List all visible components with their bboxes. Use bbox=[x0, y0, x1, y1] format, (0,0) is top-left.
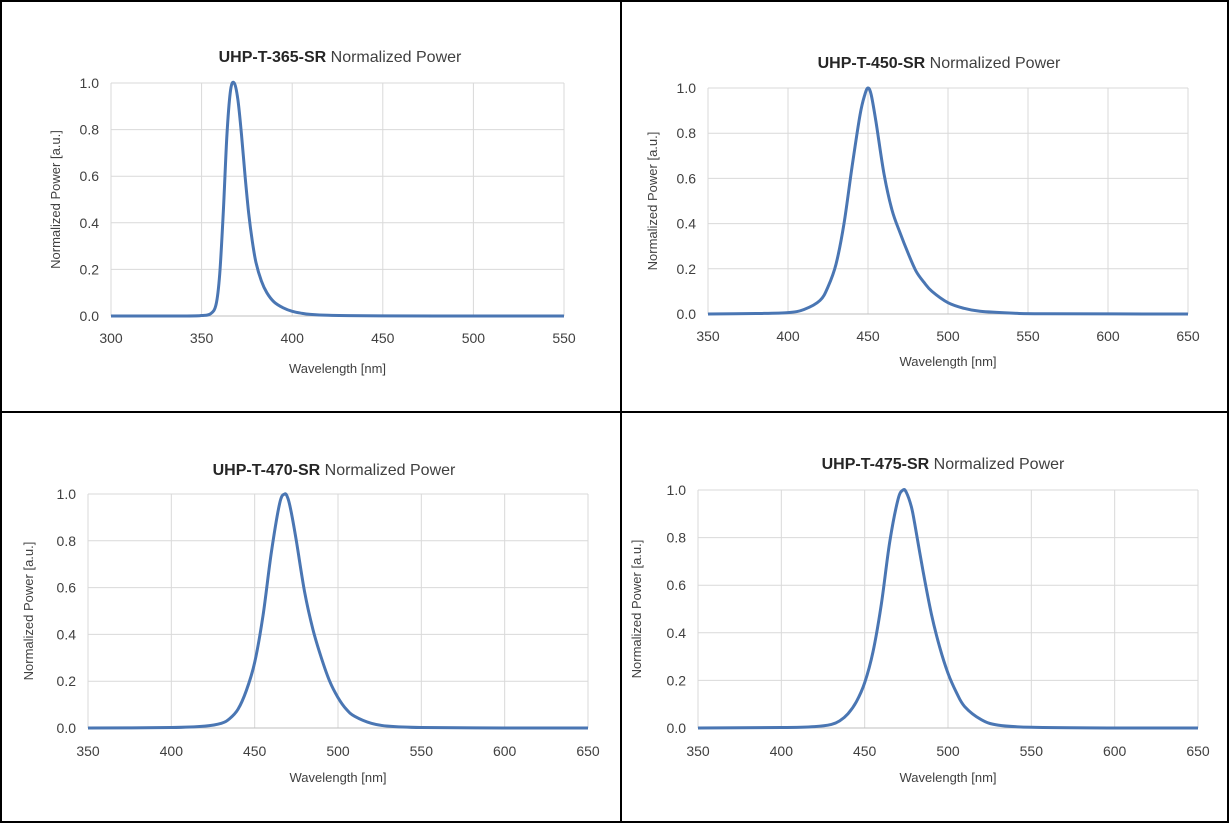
y-tick-label: 0.6 bbox=[677, 170, 697, 186]
table-border-bottom bbox=[0, 821, 1229, 823]
y-tick-label: 0.0 bbox=[57, 720, 77, 736]
chart-svg: UHP-T-470-SR Normalized Power 350 400 450 50… bbox=[21, 462, 600, 785]
table-border-right bbox=[1227, 0, 1229, 823]
chart-title-rest: Normalized Power bbox=[320, 462, 456, 479]
x-tick-label: 350 bbox=[190, 330, 214, 346]
chart-title-bold: UHP-T-450-SR bbox=[818, 55, 926, 72]
y-axis-label: Normalized Power [a.u.] bbox=[645, 132, 660, 271]
x-tick-label: 350 bbox=[76, 743, 100, 759]
y-tick-label: 0.2 bbox=[667, 672, 687, 688]
y-tick-label: 0.0 bbox=[80, 308, 100, 324]
table-border-middle bbox=[0, 411, 1229, 413]
series-line bbox=[707, 86, 1189, 316]
table-border-left bbox=[0, 0, 2, 823]
y-tick-label: 1.0 bbox=[57, 486, 77, 502]
chart-title: UHP-T-470-SR Normalized Power bbox=[213, 462, 456, 479]
chart-title-bold: UHP-T-475-SR bbox=[822, 456, 930, 473]
series-line bbox=[697, 487, 1199, 730]
y-tick-label: 0.6 bbox=[667, 577, 687, 593]
chart-title-rest: Normalized Power bbox=[925, 55, 1061, 72]
table-border-top bbox=[0, 0, 1229, 2]
x-tick-label: 600 bbox=[1103, 743, 1127, 759]
x-tick-label: 400 bbox=[776, 328, 800, 344]
x-tick-label: 450 bbox=[371, 330, 395, 346]
series-line bbox=[110, 80, 565, 318]
y-tick-label: 0.8 bbox=[57, 533, 77, 549]
series-line bbox=[87, 492, 589, 730]
y-tick-label: 0.6 bbox=[80, 168, 100, 184]
x-axis-label: Wavelength [nm] bbox=[289, 770, 386, 785]
x-tick-label: 400 bbox=[160, 743, 184, 759]
y-tick-label: 0.4 bbox=[667, 625, 687, 641]
y-tick-label: 0.8 bbox=[667, 530, 687, 546]
y-tick-label: 1.0 bbox=[667, 482, 687, 498]
y-tick-label: 1.0 bbox=[677, 80, 697, 96]
x-tick-label: 500 bbox=[936, 328, 960, 344]
chart-title: UHP-T-475-SR Normalized Power bbox=[822, 456, 1065, 473]
x-axis-label: Wavelength [nm] bbox=[289, 361, 386, 376]
y-axis-label: Normalized Power [a.u.] bbox=[48, 130, 63, 269]
x-tick-label: 550 bbox=[552, 330, 576, 346]
x-tick-label: 450 bbox=[856, 328, 880, 344]
y-tick-label: 0.0 bbox=[677, 306, 697, 322]
x-tick-label: 650 bbox=[576, 743, 600, 759]
y-tick-label: 0.2 bbox=[80, 261, 100, 277]
chart-title-rest: Normalized Power bbox=[929, 456, 1065, 473]
x-tick-label: 550 bbox=[1020, 743, 1044, 759]
y-tick-label: 0.6 bbox=[57, 580, 77, 596]
chart-cell-475: UHP-T-475-SR Normalized Power 350 400 450 50… bbox=[621, 412, 1229, 823]
y-tick-label: 0.4 bbox=[677, 216, 697, 232]
x-tick-label: 450 bbox=[243, 743, 267, 759]
chart-svg: UHP-T-450-SR Normalized Power 350 400 450 50… bbox=[645, 55, 1200, 369]
x-tick-label: 350 bbox=[696, 328, 720, 344]
chart-cell-470: UHP-T-470-SR Normalized Power 350 400 450 50… bbox=[0, 412, 621, 823]
chart-title: UHP-T-450-SR Normalized Power bbox=[818, 55, 1061, 72]
y-axis-label: Normalized Power [a.u.] bbox=[21, 542, 36, 681]
x-tick-label: 300 bbox=[99, 330, 123, 346]
chart-title-bold: UHP-T-365-SR bbox=[219, 49, 327, 66]
y-tick-label: 0.2 bbox=[57, 673, 77, 689]
x-tick-label: 500 bbox=[936, 743, 960, 759]
table-border-center bbox=[620, 0, 622, 823]
y-tick-label: 0.4 bbox=[80, 215, 100, 231]
chart-svg: UHP-T-365-SR Normalized Power 300 350 400 45… bbox=[48, 49, 576, 376]
x-tick-label: 350 bbox=[686, 743, 710, 759]
chart-cell-365: UHP-T-365-SR Normalized Power 300 350 400 45… bbox=[0, 0, 621, 412]
chart-title: UHP-T-365-SR Normalized Power bbox=[219, 49, 462, 66]
x-tick-label: 650 bbox=[1186, 743, 1210, 759]
x-tick-label: 400 bbox=[770, 743, 794, 759]
y-tick-label: 0.4 bbox=[57, 626, 77, 642]
chart-svg: UHP-T-475-SR Normalized Power 350 400 450 50… bbox=[629, 456, 1210, 785]
y-tick-label: 1.0 bbox=[80, 75, 100, 91]
x-tick-label: 650 bbox=[1176, 328, 1200, 344]
y-tick-label: 0.8 bbox=[677, 125, 697, 141]
chart-title-rest: Normalized Power bbox=[326, 49, 462, 66]
y-tick-label: 0.2 bbox=[677, 261, 697, 277]
chart-cell-450: UHP-T-450-SR Normalized Power 350 400 450 50… bbox=[621, 0, 1229, 412]
y-tick-label: 0.8 bbox=[80, 122, 100, 138]
x-tick-label: 550 bbox=[410, 743, 434, 759]
chart-title-bold: UHP-T-470-SR bbox=[213, 462, 321, 479]
x-tick-label: 600 bbox=[493, 743, 517, 759]
y-axis-label: Normalized Power [a.u.] bbox=[629, 540, 644, 679]
x-tick-label: 450 bbox=[853, 743, 877, 759]
x-tick-label: 550 bbox=[1016, 328, 1040, 344]
x-tick-label: 500 bbox=[462, 330, 486, 346]
x-tick-label: 500 bbox=[326, 743, 350, 759]
x-axis-label: Wavelength [nm] bbox=[899, 354, 996, 369]
x-tick-label: 600 bbox=[1096, 328, 1120, 344]
y-tick-label: 0.0 bbox=[667, 720, 687, 736]
x-tick-label: 400 bbox=[281, 330, 305, 346]
x-axis-label: Wavelength [nm] bbox=[899, 770, 996, 785]
